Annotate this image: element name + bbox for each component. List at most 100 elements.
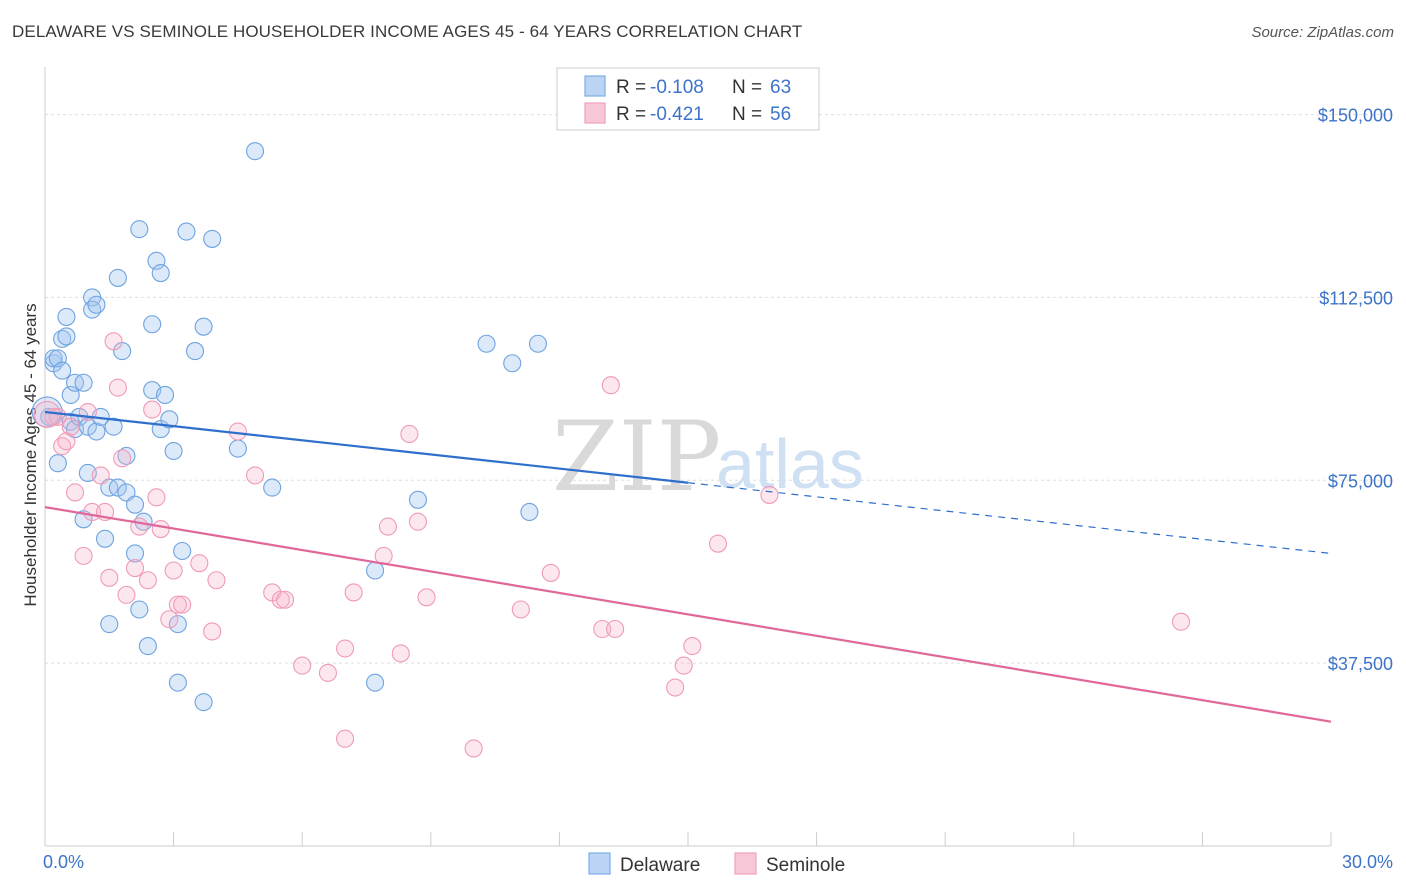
seminole-point-22 (160, 610, 179, 629)
delaware-point-7 (57, 327, 76, 346)
delaware-point-39 (143, 315, 162, 334)
delaware-point-56 (263, 478, 282, 497)
legend-r-value-delaware: -0.108 (650, 77, 704, 98)
y-tick-label-0: $37,500 (1328, 654, 1393, 674)
seminole-point-15 (117, 585, 136, 604)
trend-lines (44, 410, 1332, 723)
seminole-point-13 (108, 378, 127, 397)
delaware-point-8 (57, 307, 76, 326)
seminole-point-55 (760, 485, 779, 504)
delaware-point-59 (408, 490, 427, 509)
delaware-point-44 (160, 410, 179, 429)
seminole-point-41 (391, 644, 410, 663)
legend-swatch-seminole (584, 102, 606, 124)
x-tick-label-1: 30.0% (1342, 852, 1393, 872)
bottom-legend-seminole: Seminole (766, 855, 845, 876)
seminole-point-12 (104, 332, 123, 351)
seminole-point-18 (138, 571, 157, 590)
x-tick-label-0: 0.0% (43, 852, 84, 872)
delaware-point-51 (194, 317, 213, 336)
seminole-point-cluster (33, 400, 61, 429)
seminole-point-40 (378, 517, 397, 536)
delaware-point-25 (100, 615, 119, 634)
bottom-legend-swatch-delaware (588, 852, 611, 875)
seminole-point-19 (143, 400, 162, 419)
seminole-point-38 (344, 583, 363, 602)
delaware-point-26 (104, 417, 123, 436)
watermark-atlas: atlas (716, 425, 864, 503)
seminole-point-27 (203, 622, 222, 641)
delaware-point-21 (87, 422, 106, 441)
seminole-point-30 (245, 466, 265, 485)
y-axis-label: Householder Income Ages 45 - 64 years (21, 303, 40, 606)
delaware-point-28 (108, 478, 127, 497)
seminole-point-47 (541, 563, 560, 582)
delaware-point-57 (366, 561, 385, 580)
delaware-point-52 (194, 693, 213, 712)
seminole-points (33, 332, 1191, 758)
chart-title: DELAWARE VS SEMINOLE HOUSEHOLDER INCOME … (12, 22, 803, 41)
delaware-point-50 (185, 342, 205, 361)
legend-n-label-seminole: N = (732, 104, 762, 125)
seminole-point-52 (674, 656, 693, 675)
seminole-point-35 (318, 663, 337, 682)
seminole-point-42 (400, 424, 419, 444)
seminole-point-34 (293, 656, 312, 675)
seminole-point-50 (606, 619, 625, 639)
seminole-point-20 (147, 488, 166, 507)
delaware-point-47 (168, 673, 187, 692)
axes (44, 67, 1332, 847)
delaware-point-20 (87, 295, 106, 314)
delaware-point-34 (130, 600, 149, 619)
bottom-legend-delaware: Delaware (620, 855, 700, 876)
delaware-point-6 (53, 361, 72, 380)
legend-r-label-delaware: R = (616, 77, 646, 98)
delaware-point-37 (138, 637, 157, 656)
seminole-point-14 (113, 449, 132, 468)
delaware-point-46 (168, 615, 187, 634)
watermark: ZIP atlas (552, 401, 864, 513)
delaware-point-61 (503, 354, 522, 373)
legend-top: R = -0.108 N = 63 R = -0.421 N = 56 (556, 67, 820, 131)
seminole-point-23 (164, 561, 183, 580)
delaware-point-55 (245, 142, 265, 161)
delaware-point-27 (108, 268, 127, 287)
seminole-point-6 (74, 546, 93, 565)
delaware-point-58 (366, 673, 385, 692)
seminole-point-5 (65, 483, 85, 502)
seminole-point-33 (276, 590, 295, 609)
legend-r-value-seminole: -0.421 (650, 104, 704, 125)
legend-swatch-delaware (584, 75, 606, 97)
seminole-point-37 (336, 729, 355, 748)
delaware-point-40 (147, 251, 166, 270)
delaware-point-43 (155, 385, 175, 405)
delaware-point-63 (528, 334, 548, 353)
y-tick-label-3: $150,000 (1318, 106, 1393, 126)
seminole-point-11 (100, 568, 119, 587)
y-tick-label-2: $112,500 (1319, 288, 1393, 308)
delaware-point-35 (130, 220, 149, 239)
delaware-point-60 (477, 334, 496, 353)
seminole-point-17 (130, 517, 149, 536)
y-tick-label-1: $75,000 (1328, 471, 1393, 491)
seminole-point-21 (151, 519, 170, 539)
legend-n-label-delaware: N = (732, 77, 762, 98)
delaware-point-33 (125, 495, 145, 514)
seminole-point-49 (601, 376, 620, 395)
delaware-trend-line (44, 410, 689, 484)
seminole-point-9 (91, 466, 110, 485)
seminole-point-28 (207, 571, 226, 590)
delaware-points (31, 142, 548, 712)
delaware-point-45 (164, 441, 183, 461)
seminole-point-24 (168, 595, 187, 614)
seminole-point-43 (408, 512, 427, 531)
delaware-point-4 (48, 349, 67, 368)
seminole-point-25 (173, 595, 192, 614)
watermark-zip: ZIP (552, 401, 721, 513)
seminole-point-3 (57, 432, 76, 451)
seminole-point-4 (61, 417, 80, 436)
delaware-trend-extension (687, 482, 1332, 555)
seminole-point-51 (666, 678, 685, 697)
seminole-point-26 (190, 554, 209, 573)
seminole-point-32 (271, 590, 290, 609)
